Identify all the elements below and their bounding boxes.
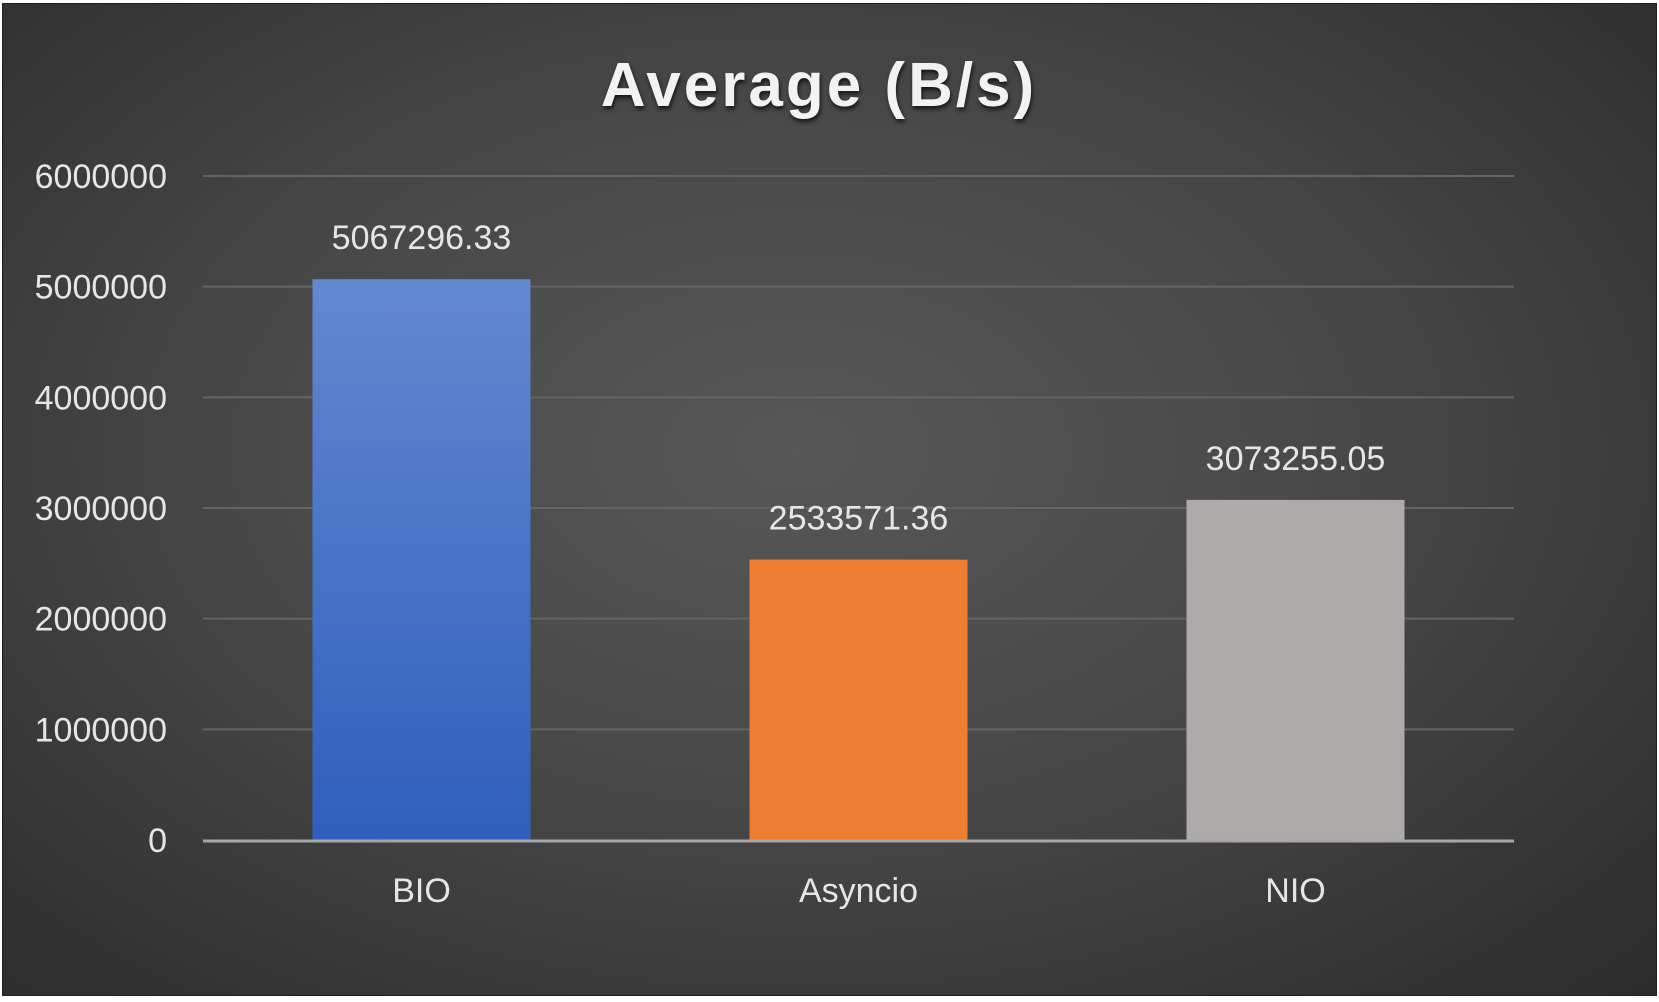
data-label: 2533571.36 bbox=[769, 500, 949, 538]
y-tick-label: 1000000 bbox=[35, 711, 167, 749]
bar-nio[interactable] bbox=[1186, 499, 1405, 840]
y-tick-label: 4000000 bbox=[35, 379, 167, 417]
y-tick-label: 2000000 bbox=[35, 601, 167, 639]
data-label: 3073255.05 bbox=[1206, 440, 1386, 478]
bar-asyncio[interactable] bbox=[749, 559, 968, 840]
data-labels: 5067296.33 2533571.36 3073255.05 bbox=[332, 219, 1386, 537]
x-tick-label: BIO bbox=[392, 872, 451, 910]
y-tick-label: 0 bbox=[148, 822, 167, 860]
y-tick-label: 5000000 bbox=[35, 269, 167, 307]
bar-chart: 5067296.33 2533571.36 3073255.05 0 1000000 2… bbox=[35, 51, 1514, 910]
y-tick-label: 6000000 bbox=[35, 158, 167, 196]
axes: 0 1000000 2000000 3000000 4000000 5000000 6000… bbox=[35, 158, 1514, 910]
chart-title: Average (B/s) bbox=[601, 51, 1037, 120]
y-tick-label: 3000000 bbox=[35, 490, 167, 528]
x-tick-label: NIO bbox=[1265, 872, 1325, 910]
bar-bio[interactable] bbox=[312, 279, 531, 840]
x-tick-label: Asyncio bbox=[799, 872, 918, 910]
chart-area: 5067296.33 2533571.36 3073255.05 0 1000000 2… bbox=[2, 3, 1657, 996]
data-label: 5067296.33 bbox=[332, 219, 512, 257]
bars bbox=[312, 279, 1405, 840]
